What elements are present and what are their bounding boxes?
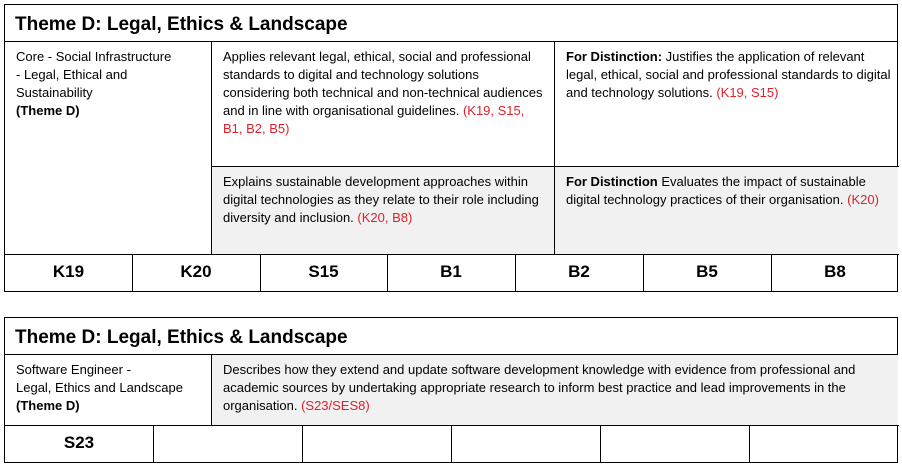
research-text: Describes how they extend and update sof… — [223, 362, 856, 413]
divider — [260, 255, 261, 291]
table-2-title: Theme D: Legal, Ethics & Landscape — [5, 318, 897, 355]
divider — [515, 255, 516, 291]
table-1-title: Theme D: Legal, Ethics & Landscape — [5, 5, 897, 42]
table-1-left-cell: Core - Social Infrastructure - Legal, Et… — [5, 42, 212, 254]
table-2-description-cell: Describes how they extend and update sof… — [212, 355, 898, 425]
code-cell: B8 — [824, 262, 846, 281]
sustainable-refs: (K20, B8) — [357, 210, 413, 225]
distinction-refs-2: (K20) — [847, 192, 879, 207]
table-1-sustainable-cell: Explains sustainable development approac… — [212, 167, 555, 254]
divider — [211, 166, 899, 167]
sustainable-text: Explains sustainable development approac… — [223, 174, 539, 225]
code-cell — [600, 426, 749, 462]
divider — [387, 255, 388, 291]
divider — [749, 426, 750, 462]
table-2-left-cell: Software Engineer - Legal, Ethics and La… — [5, 355, 212, 425]
divider — [153, 426, 154, 462]
table-1-distinction-sustainable-cell: For Distinction Evaluates the impact of … — [555, 167, 898, 254]
code-cell: B2 — [568, 262, 590, 281]
code-cell: B5 — [696, 262, 718, 281]
code-cell: K19 — [52, 262, 85, 281]
code-cell — [451, 426, 600, 462]
table-1-standards-cell: Applies relevant legal, ethical, social … — [212, 42, 555, 166]
table-2-left-theme: (Theme D) — [16, 398, 80, 413]
standards-refs: (K19, S15, B1, B2, B5) — [223, 103, 525, 136]
code-cell: B1 — [440, 262, 462, 281]
theme-d-table-2: Theme D: Legal, Ethics & Landscape Softw… — [4, 317, 899, 463]
divider — [132, 255, 133, 291]
divider — [211, 355, 212, 425]
table-1-distinction-standards-cell: For Distinction: Justifies the applicati… — [555, 42, 899, 166]
divider — [600, 426, 601, 462]
divider — [451, 426, 452, 462]
code-cell: S15 — [308, 262, 339, 281]
code-cell: S23 — [63, 433, 95, 452]
divider — [554, 42, 555, 254]
distinction-refs-1: (K19, S15) — [716, 85, 779, 100]
table-2-left-text: Software Engineer - Legal, Ethics and La… — [16, 362, 183, 395]
distinction-label-2: For Distinction — [566, 174, 658, 189]
divider — [771, 255, 772, 291]
divider — [211, 42, 212, 254]
theme-d-table-1: Theme D: Legal, Ethics & Landscape Core … — [4, 4, 899, 292]
divider — [5, 425, 899, 426]
divider — [643, 255, 644, 291]
code-cell: K20 — [180, 262, 212, 281]
table-1-left-text: Core - Social Infrastructure - Legal, Et… — [16, 49, 172, 100]
code-cell — [302, 426, 451, 462]
divider — [302, 426, 303, 462]
code-cell — [749, 426, 899, 462]
distinction-text-1: Justifies the application of relevant le… — [566, 49, 891, 100]
distinction-text-2: Evaluates the impact of sustainable digi… — [566, 174, 866, 207]
distinction-label-1: For Distinction: — [566, 49, 663, 64]
standards-text: Applies relevant legal, ethical, social … — [223, 49, 543, 118]
divider — [5, 254, 899, 255]
research-refs: (S23/SES8) — [301, 398, 370, 413]
code-cell — [153, 426, 302, 462]
table-1-left-theme: (Theme D) — [16, 103, 80, 118]
